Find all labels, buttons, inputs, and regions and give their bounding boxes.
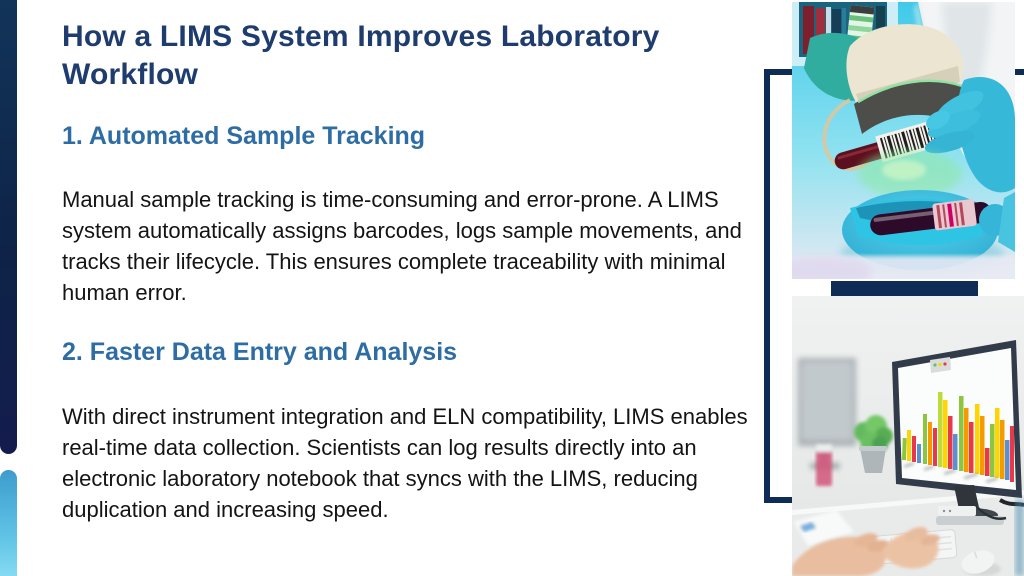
photo-divider-strip bbox=[831, 281, 978, 296]
barcode-scanner-photo bbox=[792, 2, 1015, 279]
left-accent-bar-dark bbox=[0, 0, 17, 454]
left-accent-bar-light bbox=[0, 470, 17, 576]
slide-title: How a LIMS System Improves Laboratory Wo… bbox=[62, 20, 660, 91]
section-1-paragraph: Manual sample tracking is time-consuming… bbox=[62, 187, 742, 305]
section-1-heading: 1. Automated Sample Tracking bbox=[62, 122, 426, 150]
barcode-scanner-illustration bbox=[792, 2, 1015, 279]
data-analysis-illustration bbox=[792, 296, 1024, 576]
section-2-heading: 2. Faster Data Entry and Analysis bbox=[62, 338, 458, 366]
section-2-paragraph: With direct instrument integration and E… bbox=[62, 404, 748, 522]
data-analysis-photo bbox=[792, 296, 1024, 576]
